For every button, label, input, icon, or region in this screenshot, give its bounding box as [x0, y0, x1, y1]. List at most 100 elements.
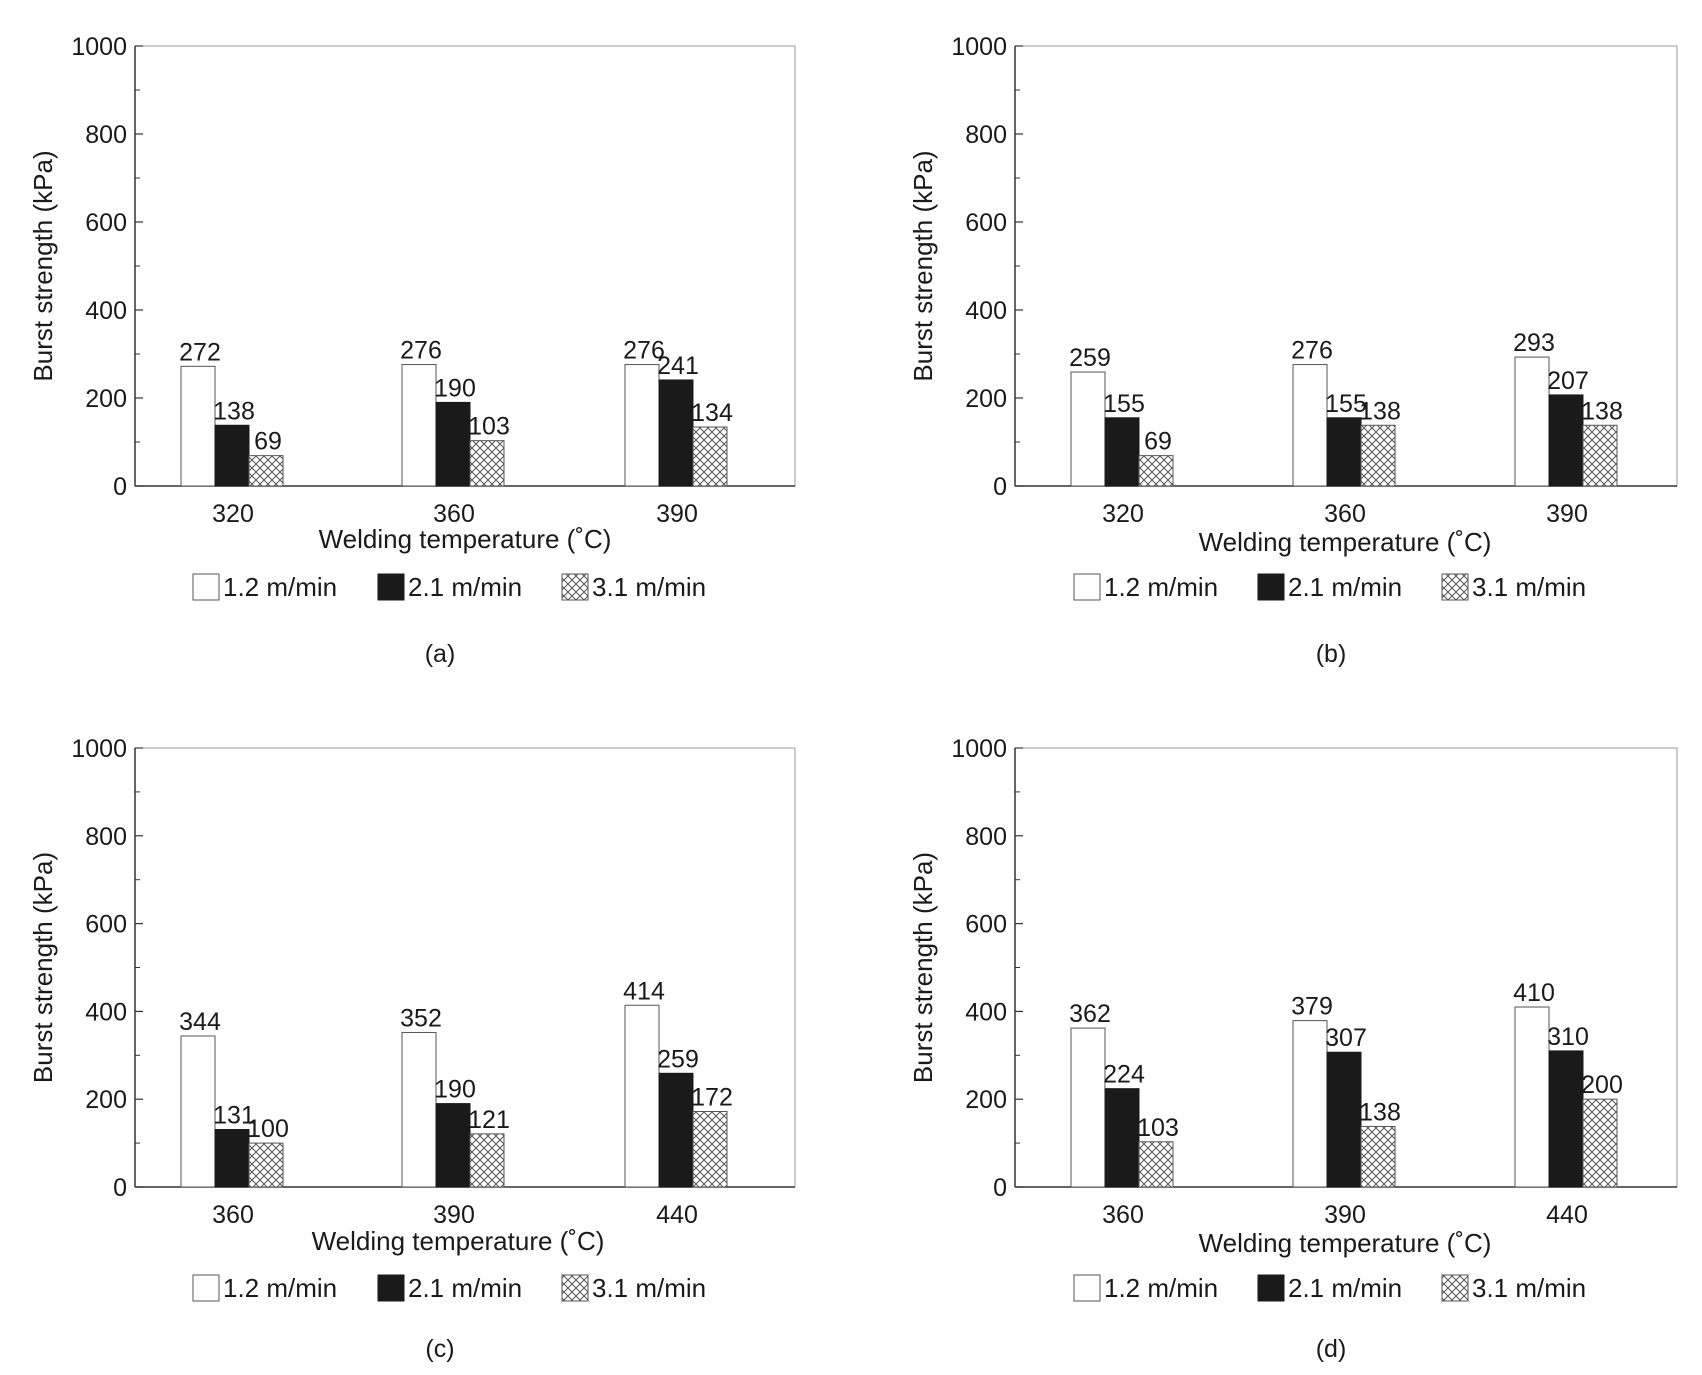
- y-tick-label: 1000: [951, 735, 1007, 763]
- data-label: 200: [1581, 1071, 1623, 1099]
- data-label: 414: [623, 977, 665, 1005]
- legend-swatch: [561, 1274, 589, 1302]
- bar: [1138, 1141, 1174, 1188]
- y-axis-title: Burst strength (kPa): [28, 150, 58, 381]
- data-label: 100: [247, 1115, 289, 1143]
- x-tick-label: 440: [1546, 1201, 1588, 1229]
- bar: [1548, 394, 1584, 487]
- y-tick-label: 0: [993, 1174, 1007, 1202]
- x-axis-title: Welding temperature (˚C): [319, 524, 612, 554]
- x-axis-title: Welding temperature (˚C): [312, 1226, 605, 1256]
- legend: 1.2 m/min 2.1 m/min 3.1 m/min: [1073, 572, 1586, 602]
- legend-label: 3.1 m/min: [1472, 572, 1586, 602]
- data-label: 224: [1103, 1061, 1145, 1089]
- legend-label: 2.1 m/min: [1288, 572, 1402, 602]
- x-tick-label: 360: [212, 1201, 254, 1229]
- data-label: 131: [213, 1101, 255, 1129]
- y-axis-title: Burst strength (kPa): [28, 852, 58, 1083]
- legend-swatch: [377, 573, 405, 601]
- legend-label: 2.1 m/min: [1288, 1273, 1402, 1303]
- x-axis-title: Welding temperature (˚C): [1199, 1228, 1492, 1258]
- y-tick-label: 800: [85, 121, 127, 149]
- data-label: 362: [1069, 1000, 1111, 1028]
- data-label: 155: [1103, 390, 1145, 418]
- x-tick-label: 440: [656, 1201, 698, 1229]
- x-tick-label: 360: [1324, 500, 1366, 528]
- data-label: 410: [1513, 979, 1555, 1007]
- legend-label: 1.2 m/min: [1104, 1273, 1218, 1303]
- bar: [658, 379, 694, 487]
- x-tick-label: 390: [1546, 500, 1588, 528]
- chart-panel-4: 0 200 400 600 800 1000 Burst strength (kPa) 360…: [908, 735, 1678, 1363]
- y-tick-label: 1000: [71, 33, 127, 61]
- bar: [469, 1133, 505, 1188]
- data-label: 307: [1325, 1024, 1367, 1052]
- panel-caption: (c): [425, 1335, 454, 1363]
- data-label: 259: [657, 1045, 699, 1073]
- legend: 1.2 m/min 2.1 m/min 3.1 m/min: [192, 1273, 706, 1303]
- panel-caption: (b): [1316, 640, 1347, 668]
- y-tick-label: 0: [113, 1174, 127, 1202]
- bar: [1292, 1020, 1328, 1188]
- data-label: 310: [1547, 1023, 1589, 1051]
- y-tick-label: 400: [85, 297, 127, 325]
- legend-label: 3.1 m/min: [592, 572, 706, 602]
- y-axis-title: Burst strength (kPa): [908, 852, 938, 1083]
- legend-swatch: [1257, 1274, 1285, 1302]
- y-tick-label: 600: [965, 911, 1007, 939]
- legend-label: 1.2 m/min: [223, 1273, 337, 1303]
- y-tick-label: 0: [993, 473, 1007, 501]
- legend-swatch: [1073, 573, 1101, 601]
- bar: [692, 426, 728, 487]
- x-tick-label: 390: [1324, 1201, 1366, 1229]
- data-label: 134: [691, 399, 733, 427]
- x-tick-label: 320: [1102, 500, 1144, 528]
- y-tick-label: 800: [965, 823, 1007, 851]
- data-label: 69: [1144, 428, 1172, 456]
- y-tick-label: 1000: [71, 735, 127, 763]
- data-label: 138: [1359, 1098, 1401, 1126]
- data-label: 241: [657, 352, 699, 380]
- y-tick-label: 200: [85, 1086, 127, 1114]
- data-label: 172: [691, 1083, 733, 1111]
- bar: [1292, 364, 1328, 487]
- bar: [1360, 1125, 1396, 1188]
- data-label: 293: [1513, 329, 1555, 357]
- y-tick-label: 600: [85, 209, 127, 237]
- data-label: 352: [400, 1004, 442, 1032]
- legend-swatch: [192, 1274, 220, 1302]
- bar: [248, 1142, 284, 1188]
- legend-swatch: [1073, 1274, 1101, 1302]
- chart-panel-3: 0 200 400 600 800 1000 Burst strength (kPa) 360…: [28, 735, 796, 1363]
- data-label: 276: [623, 337, 665, 365]
- x-tick-label: 390: [656, 500, 698, 528]
- data-label: 121: [468, 1106, 510, 1134]
- bar: [401, 364, 437, 487]
- y-tick-label: 400: [965, 998, 1007, 1026]
- chart-panel-1: 0 200 400 600 800 1000 Burst strength (kPa) 320…: [28, 33, 796, 668]
- bar: [435, 401, 471, 487]
- bar: [1360, 424, 1396, 487]
- x-axis-title: Welding temperature (˚C): [1199, 527, 1492, 557]
- data-label: 103: [1137, 1114, 1179, 1142]
- data-label: 272: [179, 338, 221, 366]
- bar: [658, 1072, 694, 1188]
- legend-swatch: [561, 573, 589, 601]
- panel-caption: (d): [1316, 1335, 1347, 1363]
- y-tick-label: 200: [965, 1086, 1007, 1114]
- x-tick-label: 360: [1102, 1201, 1144, 1229]
- x-tick-label: 320: [212, 500, 254, 528]
- panel-caption: (a): [425, 640, 456, 668]
- bar: [401, 1031, 437, 1188]
- legend-swatch: [1441, 1274, 1469, 1302]
- y-tick-label: 600: [85, 911, 127, 939]
- legend-swatch: [1257, 573, 1285, 601]
- bar: [214, 1128, 250, 1188]
- bar: [1070, 1027, 1106, 1188]
- data-label: 344: [179, 1008, 221, 1036]
- y-tick-label: 400: [965, 297, 1007, 325]
- y-tick-label: 800: [965, 121, 1007, 149]
- y-tick-label: 1000: [951, 33, 1007, 61]
- data-label: 276: [400, 337, 442, 365]
- legend-swatch: [1441, 573, 1469, 601]
